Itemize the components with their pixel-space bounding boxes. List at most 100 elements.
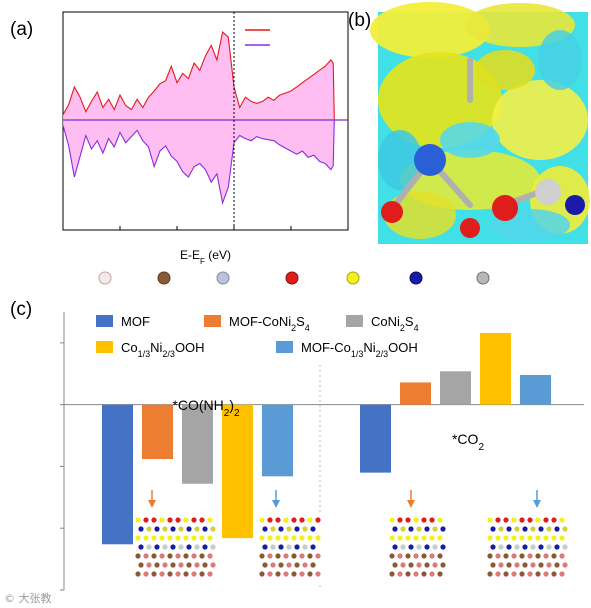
crystal-atom (535, 553, 541, 559)
crystal-atom (392, 526, 398, 532)
crystal-atom (421, 517, 427, 523)
crystal-atom (138, 544, 144, 550)
crystal-atom (207, 553, 213, 559)
crystal-atom (315, 535, 321, 541)
crystal-atom (397, 535, 403, 541)
crystal-atom (397, 517, 403, 523)
crystal-atom (487, 553, 493, 559)
crystal-atom (151, 553, 157, 559)
crystal-atom (519, 517, 525, 523)
crystal-atom (307, 571, 313, 577)
crystal-atom (170, 526, 176, 532)
crystal-atom (154, 526, 160, 532)
crystal-atom (143, 553, 149, 559)
crystal-atom (562, 526, 568, 532)
crystal-atom (202, 562, 208, 568)
gibbs-arrow-head-2 (407, 500, 415, 508)
crystal-atom (421, 571, 427, 577)
crystal-atom (283, 535, 289, 541)
crystal-atom (146, 562, 152, 568)
crystal-atom (506, 526, 512, 532)
crystal-atom (405, 553, 411, 559)
gibbs-arrow-head-0 (148, 500, 156, 508)
crystal-atom (519, 553, 525, 559)
crystal-atom (207, 535, 213, 541)
crystal-atom (559, 553, 565, 559)
crystal-atom (389, 517, 395, 523)
crystal-atom (159, 535, 165, 541)
crystal-atom (175, 535, 181, 541)
crystal-atom (278, 562, 284, 568)
gibbs-bar-1-0 (360, 404, 391, 473)
crystal-atom (437, 517, 443, 523)
crystal-atom (562, 562, 568, 568)
crystal-atom (424, 526, 430, 532)
crystal-atom (259, 571, 265, 577)
crystal-atom (389, 571, 395, 577)
crystal-atom (487, 535, 493, 541)
crystal-atom (400, 562, 406, 568)
crystal-atom (437, 553, 443, 559)
crystal-atom (199, 553, 205, 559)
crystal-atom (405, 535, 411, 541)
crystal-atom (294, 562, 300, 568)
crystal-atom (270, 562, 276, 568)
crystal-atom (146, 526, 152, 532)
crystal-atom (503, 517, 509, 523)
crystal-atom (183, 571, 189, 577)
crystal-atom (405, 517, 411, 523)
crystal-atom (440, 544, 446, 550)
crystal-atom (506, 562, 512, 568)
crystal-atom (514, 526, 520, 532)
crystal-atom (315, 553, 321, 559)
crystal-atom (191, 517, 197, 523)
crystal-atom (275, 517, 281, 523)
watermark: © 大张教 (4, 592, 52, 605)
crystal-atom (167, 517, 173, 523)
crystal-atom (543, 571, 549, 577)
charge-density-structure (370, 2, 590, 244)
crystal-atom (389, 535, 395, 541)
crystal-atom (530, 562, 536, 568)
crystal-atom (511, 535, 517, 541)
crystal-atom (527, 517, 533, 523)
gibbs-legend-swatch-0 (96, 315, 113, 327)
crystal-atom (487, 571, 493, 577)
crystal-atom (262, 562, 268, 568)
crystal-atom (275, 535, 281, 541)
crystal-atom (199, 571, 205, 577)
o-atom-3 (460, 218, 480, 238)
crystal-atom (397, 571, 403, 577)
crystal-atom (194, 544, 200, 550)
crystal-atom (210, 526, 216, 532)
crystal-atom (400, 526, 406, 532)
crystal-atom (416, 544, 422, 550)
atom-legend (98, 271, 490, 285)
atom-legend-dot-h (98, 271, 112, 285)
gibbs-bar-0-0 (102, 404, 133, 545)
crystal-atom (267, 517, 273, 523)
crystal-atom (495, 553, 501, 559)
crystal-atom (498, 526, 504, 532)
crystal-atom (511, 571, 517, 577)
crystal-inset-2 (388, 512, 446, 582)
crystal-atom (143, 517, 149, 523)
o-atom (492, 195, 518, 221)
crystal-atom (299, 571, 305, 577)
crystal-atom (400, 544, 406, 550)
crystal-atom (283, 553, 289, 559)
gibbs-bar-1-1 (400, 382, 431, 405)
atom-legend-dot-ni (476, 271, 490, 285)
crystal-atom (429, 553, 435, 559)
crystal-atom (135, 517, 141, 523)
crystal-atom (503, 535, 509, 541)
gibbs-legend-swatch-3 (96, 341, 113, 353)
crystal-atom (267, 535, 273, 541)
crystal-atom (154, 544, 160, 550)
crystal-atom (554, 526, 560, 532)
crystal-atom (559, 517, 565, 523)
crystal-atom (154, 562, 160, 568)
gibbs-chart: MOF MOF-CoNi2S4 CoNi2S4 Co1/3Ni2/3OOH MOF-Co… (60, 312, 584, 591)
gibbs-bar-1-4 (520, 375, 551, 405)
crystal-inset-0 (134, 512, 216, 584)
